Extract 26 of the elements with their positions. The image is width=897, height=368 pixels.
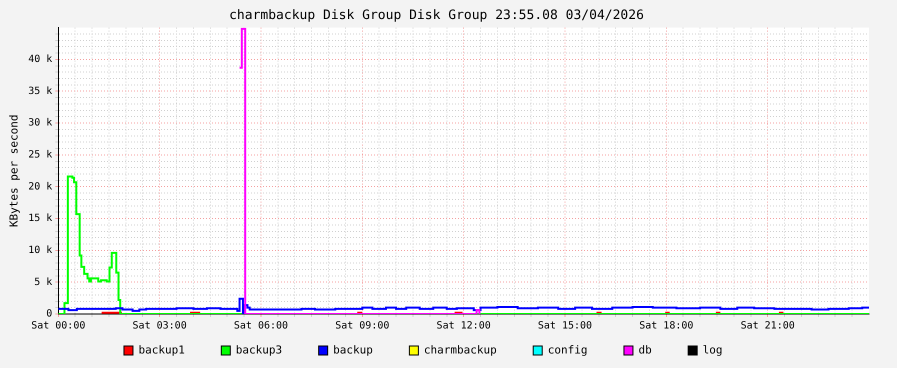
x-tick-label: Sat 06:00 — [234, 320, 288, 332]
y-tick-label: 35 k — [28, 86, 52, 97]
chart-title: charmbackup Disk Group Disk Group 23:55.08 03/04/2026 — [229, 8, 644, 24]
y-tick-label: 25 k — [28, 149, 52, 160]
legend-label: backup — [333, 343, 400, 356]
legend-label: backup1 — [138, 343, 212, 356]
legend-label: backup3 — [236, 343, 309, 356]
x-tick-label: Sat 21:00 — [740, 320, 795, 332]
y-tick-label: 10 k — [28, 244, 52, 256]
y-tick-label: 15 k — [28, 213, 52, 224]
y-tick-label: 0 — [46, 308, 52, 320]
y-tick-label: 5 k — [34, 276, 52, 288]
y-tick-label: 40 k — [28, 54, 52, 66]
y-tick-label: 20 k — [28, 181, 52, 192]
x-tick-label: Sat 18:00 — [639, 320, 694, 332]
legend-label: db — [638, 343, 678, 356]
legend-label: log — [702, 343, 750, 356]
x-tick-label: Sat 09:00 — [335, 320, 390, 332]
x-tick-label: Sat 00:00 — [31, 320, 86, 332]
y-axis-title: KBytes per second — [7, 114, 20, 228]
legend-label: config — [548, 343, 614, 356]
legend-label: charmbackup — [424, 343, 524, 356]
y-tick-label: 30 k — [28, 118, 52, 129]
x-tick-label: Sat 03:00 — [132, 320, 187, 332]
x-tick-label: Sat 12:00 — [436, 320, 491, 332]
x-tick-label: Sat 15:00 — [538, 320, 592, 332]
